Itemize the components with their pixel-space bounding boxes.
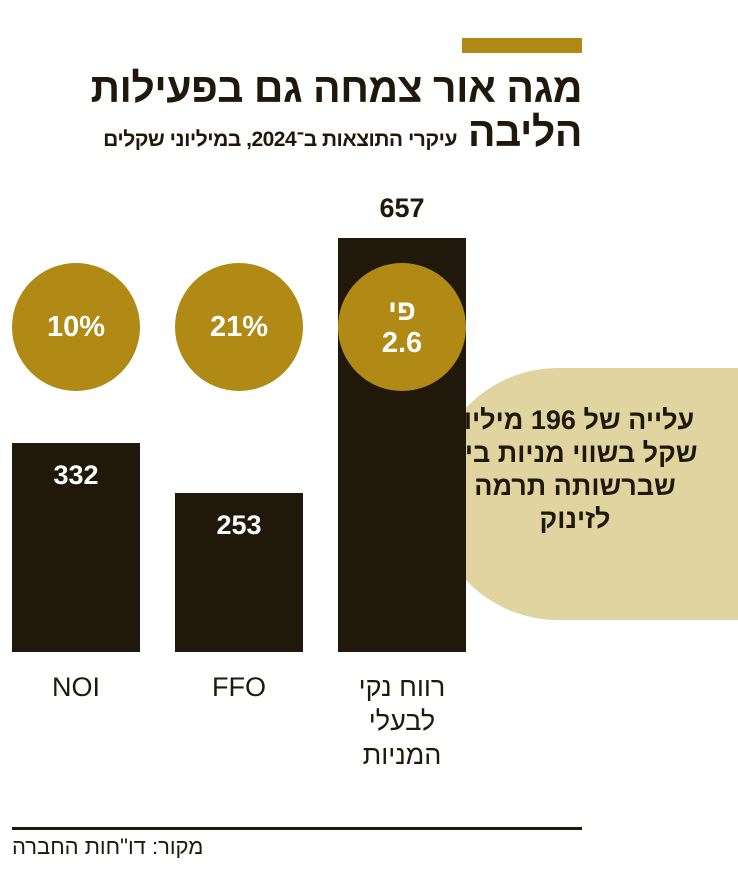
chart-subtitle: עיקרי התוצאות ב־2024, במיליוני שקלים [103, 128, 457, 151]
category-label: רווח נקי לבעלי המניות [358, 672, 446, 770]
source-note: מקור: דו"חות החברה [12, 834, 204, 859]
change-badge: 21% [175, 263, 303, 391]
chart-title: מגה אור צמחה גם בפעילות הליבה עיקרי התוצ… [22, 65, 583, 155]
category-label: FFO [212, 672, 266, 702]
bar-1 [175, 492, 303, 652]
data-label: 253 [216, 509, 262, 540]
accent-bar [462, 38, 582, 53]
change-badge: פי 2.6 [338, 263, 466, 391]
callout-text: עלייה של 196 מיליון שקל בשווי מניות ביג … [452, 405, 698, 534]
callout-bubble [432, 368, 738, 620]
data-label: 657 [379, 193, 425, 223]
title-text: מגה אור צמחה גם בפעילות הליבה [90, 65, 583, 155]
category-label: NOI [51, 672, 100, 702]
bar-0 [12, 442, 140, 652]
change-badge: 10% [12, 263, 140, 391]
source-divider [12, 827, 582, 830]
data-label: 332 [53, 459, 99, 490]
